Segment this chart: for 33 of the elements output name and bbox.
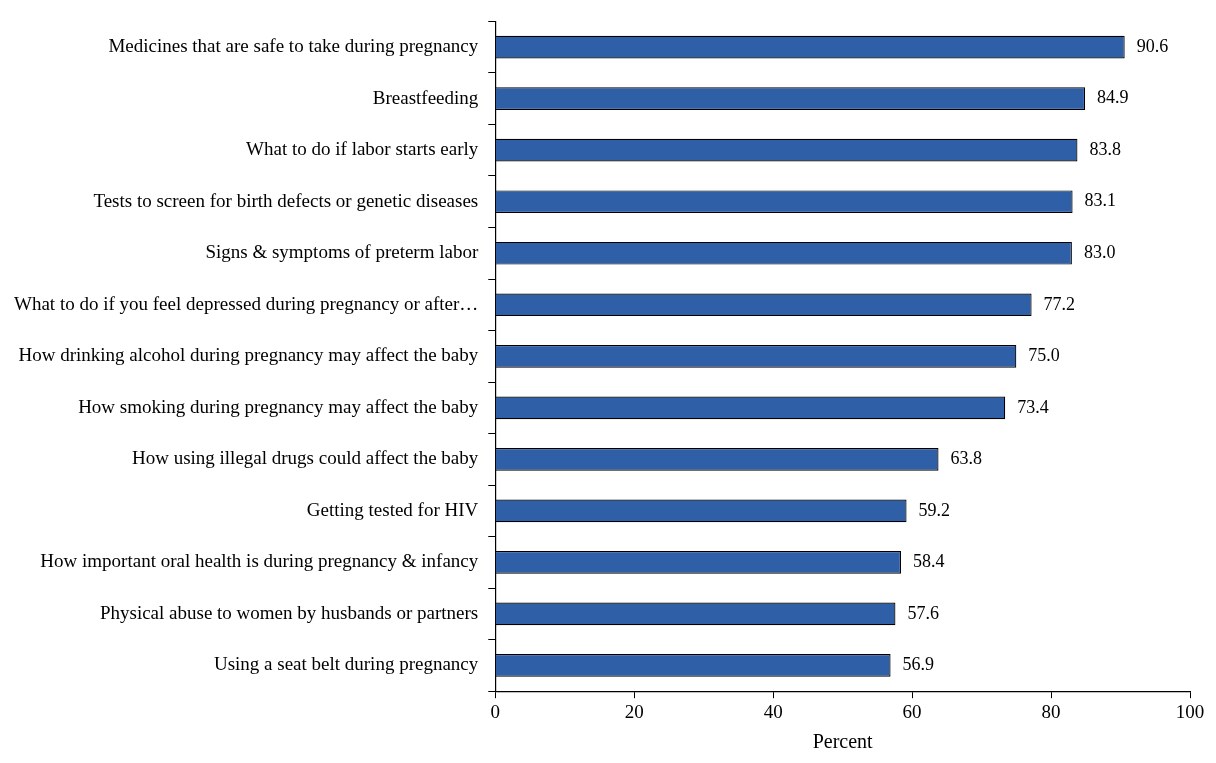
y-tick-label: What to do if you feel depressed during pregnancy or after… — [13, 292, 479, 314]
x-tick-label: 0 — [490, 700, 501, 722]
y-tick-label: How important oral health is during pregnancy & infancy — [40, 550, 479, 572]
data-label: 77.2 — [1043, 293, 1076, 314]
x-tick-label: 80 — [1041, 700, 1061, 722]
x-tick-label: 100 — [1175, 700, 1205, 722]
y-tick-label: What to do if labor starts early — [246, 138, 479, 160]
y-tick-label: How smoking during pregnancy may affect the baby — [78, 395, 479, 417]
data-label: 73.4 — [1017, 396, 1049, 417]
y-tick-label: Tests to screen for birth defects or genetic diseases — [93, 189, 479, 211]
data-label: 84.9 — [1097, 87, 1129, 108]
y-tick-label: Physical abuse to women by husbands or partners — [99, 601, 479, 623]
y-tick-label: Breastfeeding — [372, 86, 479, 108]
y-tick-label: How drinking alcohol during pregnancy may affect the baby — [18, 344, 479, 366]
x-tick-label: 60 — [902, 700, 922, 722]
x-tick-label: 40 — [763, 700, 783, 722]
data-label: 75.0 — [1028, 345, 1060, 366]
data-label: 83.8 — [1089, 138, 1121, 159]
y-tick-label: Medicines that are safe to take during pregnancy — [108, 35, 479, 57]
data-label: 63.8 — [950, 448, 983, 469]
data-label: 56.9 — [902, 654, 935, 675]
data-label: 83.0 — [1083, 241, 1116, 262]
x-axis-title: Percent — [812, 730, 874, 753]
data-label: 90.6 — [1136, 35, 1169, 56]
y-tick-label: Signs & symptoms of preterm labor — [205, 241, 479, 263]
data-label: 57.6 — [907, 602, 939, 623]
data-label: 58.4 — [912, 551, 945, 572]
y-tick-label: How using illegal drugs could affect the baby — [131, 447, 479, 469]
y-tick-label: Using a seat belt during pregnancy — [213, 653, 479, 675]
y-tick-label: Getting tested for HIV — [306, 498, 479, 520]
data-label: 83.1 — [1084, 190, 1117, 211]
x-tick-label: 20 — [624, 700, 644, 722]
data-label: 59.2 — [918, 499, 951, 520]
